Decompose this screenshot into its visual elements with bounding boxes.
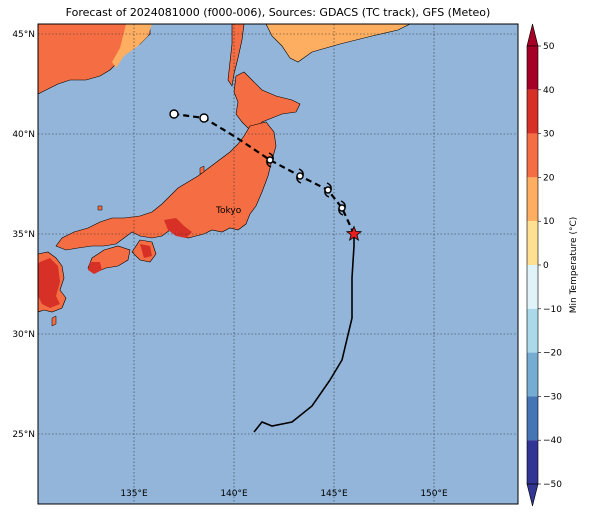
forecast-cyclone-marker: [296, 168, 304, 184]
colorbar-segment: [527, 46, 538, 90]
lon-tick-label: 150°E: [420, 489, 448, 499]
kamchatka-landmass: [265, 24, 411, 63]
colorbar-tick-label: 30: [543, 130, 555, 140]
colorbar-tick-label: 40: [543, 86, 555, 96]
colorbar-segment: [527, 133, 538, 178]
colorbar-segment: [527, 440, 538, 484]
colorbar-segment: [527, 177, 538, 222]
forecast-track-line: [173, 112, 355, 235]
colorbar-tick-label: −40: [543, 436, 562, 446]
colorbar-extend-max: [526, 23, 539, 47]
forecast-cyclone-marker: [169, 109, 179, 119]
forecast-cyclone-marker: [199, 113, 209, 123]
colorbar-tick-label: 50: [543, 42, 555, 52]
hokkaido-island: [233, 71, 301, 131]
current-position-star: [345, 225, 363, 242]
colorbar-segment: [527, 396, 538, 441]
lat-tick-label: 35°N: [12, 230, 35, 240]
honshu-island: [55, 121, 277, 251]
colorbar-tick-label: −10: [543, 305, 562, 315]
colorbar-segment: [527, 89, 538, 134]
colorbar-tick-label: −50: [543, 480, 562, 490]
colorbar: 50 40 30 20 10 0 −10 −20 −30 −40 −50: [526, 23, 562, 507]
past-track-line: [253, 234, 355, 433]
small-island: [51, 315, 57, 327]
lon-tick-label: 140°E: [220, 489, 248, 499]
lon-tick-label: 135°E: [120, 489, 148, 499]
colorbar-segment: [527, 265, 538, 309]
lon-tick-label: 145°E: [320, 489, 348, 499]
mainland-cool-region: [112, 24, 152, 68]
colorbar-extend-min: [526, 483, 539, 507]
lat-tick-label: 25°N: [12, 430, 35, 440]
map-frame: [37, 23, 519, 505]
sakhalin-island: [227, 24, 245, 87]
colorbar-segment: [527, 352, 538, 397]
land-layer: [38, 24, 411, 327]
kyushu-warm-region: [140, 244, 152, 258]
small-island: [199, 165, 205, 175]
map-title: Forecast of 2024081000 (f000-006), Sourc…: [65, 6, 491, 19]
colorbar-tick-label: 20: [543, 173, 555, 183]
city-label-tokyo: Tokyo: [215, 206, 242, 216]
lat-tick-label: 45°N: [12, 30, 35, 40]
cyclone-track-layer: [169, 109, 363, 433]
lat-tick-label: 30°N: [12, 330, 35, 340]
honshu-warm-region: [164, 218, 192, 238]
axis-labels: 45°N 40°N 35°N 30°N 25°N 135°E 140°E 145°E 150°E: [12, 30, 448, 499]
colorbar-tick-label: −30: [543, 392, 562, 402]
grid-lines: [38, 24, 518, 504]
forecast-cyclone-marker: [324, 182, 332, 198]
korea-warm-region: [38, 258, 60, 308]
colorbar-segment: [527, 308, 538, 353]
colorbar-segment: [527, 221, 538, 265]
colorbar-tick-label: −20: [543, 349, 562, 359]
colorbar-tick-label: 10: [543, 217, 555, 227]
colorbar-tick-label: 0: [543, 261, 549, 271]
small-island: [97, 205, 103, 211]
colorbar-label: Min Temperature (°C): [569, 217, 579, 314]
shikoku-warm-region: [88, 262, 102, 274]
forecast-cyclone-marker: [266, 152, 274, 168]
forecast-cyclone-marker: [338, 200, 346, 216]
lat-tick-label: 40°N: [12, 130, 35, 140]
